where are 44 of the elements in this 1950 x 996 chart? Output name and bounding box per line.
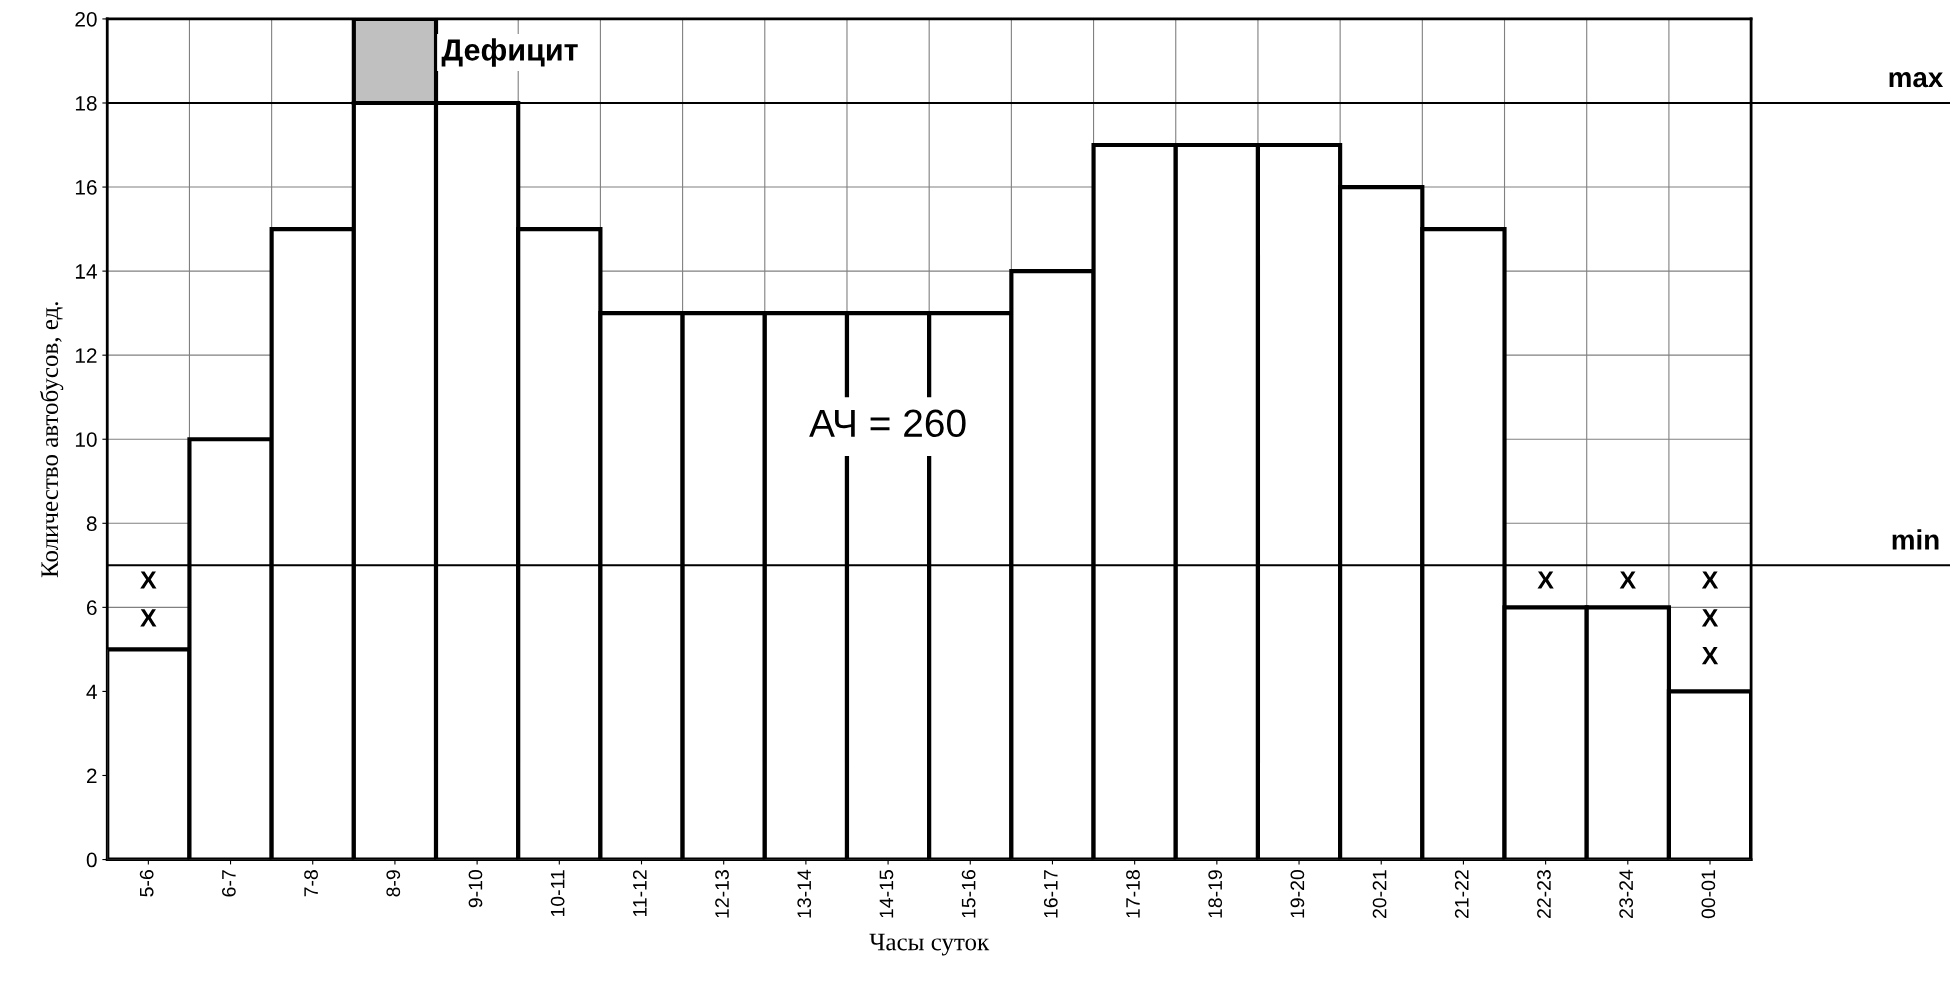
annotation: X xyxy=(1537,571,1554,589)
annotation: X xyxy=(1619,571,1636,589)
x-tick-label: 15-16 xyxy=(961,870,976,918)
x-tick-label: 11-12 xyxy=(632,870,647,917)
y-tick-label: 6 xyxy=(87,600,97,616)
annotation: X xyxy=(1701,571,1719,589)
ref-line-label: min xyxy=(1892,529,1939,550)
annotation: X xyxy=(140,609,157,627)
y-axis-title: Количество автобусов, ед. xyxy=(39,302,64,578)
x-tick-label: 14-15 xyxy=(879,870,894,918)
ref-line-label: max xyxy=(1889,72,1944,88)
x-tick-label: 7-8 xyxy=(304,870,318,897)
annotation: X xyxy=(1701,647,1719,665)
y-tick-label: 0 xyxy=(86,852,97,868)
y-tick-label: 12 xyxy=(75,348,97,363)
x-tick-label: 8-9 xyxy=(386,870,401,897)
x-tick-label: 22-23 xyxy=(1537,870,1551,919)
x-tick-label: 16-17 xyxy=(1043,870,1058,918)
x-tick-label: 18-19 xyxy=(1208,870,1223,918)
x-tick-label: 13-14 xyxy=(797,869,812,918)
annotation: X xyxy=(140,571,157,589)
x-tick-label: 00-01 xyxy=(1701,870,1716,919)
x-tick-label: 12-13 xyxy=(715,870,729,918)
x-tick-label: 20-21 xyxy=(1372,870,1387,919)
y-tick-label: 2 xyxy=(86,768,97,784)
x-tick-label: 21-22 xyxy=(1454,870,1469,919)
y-tick-label: 16 xyxy=(75,180,97,195)
x-tick-label: 6-7 xyxy=(221,870,236,897)
y-tick-label: 4 xyxy=(86,684,97,699)
y-tick-label: 18 xyxy=(75,95,97,111)
annotation: АЧ = 260 xyxy=(809,409,966,438)
y-tick-label: 8 xyxy=(86,516,97,532)
x-tick-label: 9-10 xyxy=(468,870,483,908)
x-tick-label: 17-18 xyxy=(1126,870,1140,918)
y-tick-label: 14 xyxy=(75,264,97,279)
x-tick-label: 10-11 xyxy=(550,870,565,917)
annotation: X xyxy=(1701,609,1719,627)
x-tick-label: 19-20 xyxy=(1290,870,1305,918)
x-tick-label: 5-6 xyxy=(139,870,154,897)
y-tick-label: 10 xyxy=(75,432,97,447)
y-tick-label: 20 xyxy=(75,11,97,27)
x-tick-label: 23-24 xyxy=(1619,869,1634,919)
annotation: Дефицит xyxy=(441,38,578,67)
x-axis-title: Часы суток xyxy=(869,933,990,956)
